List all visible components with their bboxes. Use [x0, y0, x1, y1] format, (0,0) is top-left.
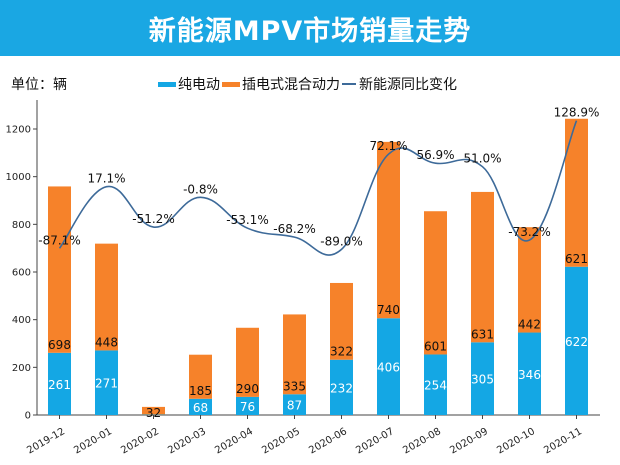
bar-phev — [189, 354, 212, 399]
bar-phev — [48, 186, 71, 353]
bar-label-ev: 254 — [424, 379, 447, 393]
bar-phev — [377, 141, 400, 319]
bar-ev — [283, 394, 306, 415]
bar-label-ev: 76 — [240, 400, 255, 414]
bar-label-ev: 261 — [48, 378, 71, 392]
bar-ev — [189, 398, 212, 415]
bar-phev — [142, 406, 165, 415]
bar-label-phev: 601 — [424, 339, 447, 353]
unit-label: 单位：辆 — [11, 77, 67, 93]
bar-label-ev: 622 — [565, 335, 588, 349]
yoy-label: 128.9% — [554, 106, 600, 120]
y-tick-label: 0 — [25, 411, 31, 422]
bar-label-ev: 346 — [518, 368, 541, 382]
bar-label-phev: 185 — [189, 384, 212, 398]
x-tick-label: 2020-03 — [166, 426, 208, 456]
yoy-line-layer — [58, 120, 578, 256]
bar-ev — [424, 354, 447, 415]
bar-phev — [95, 243, 118, 351]
legend-label-yoy: 新能源同比变化 — [359, 77, 457, 93]
x-tick-label: 2020-09 — [448, 426, 490, 456]
title-banner: 新能源MPV市场销量走势 — [0, 0, 620, 56]
x-tick-label: 2020-06 — [307, 426, 349, 456]
yoy-label: 51.0% — [463, 152, 501, 166]
legend-swatch-yoy — [342, 83, 356, 85]
bar-label-ev: 271 — [95, 377, 118, 391]
x-tick-label: 2020-05 — [260, 426, 302, 456]
legend-swatch-phev — [222, 81, 240, 87]
labels: 261 698 271 448 32 68 185 76 290 87 335 232 322 406 74… — [38, 106, 599, 420]
legend-label-phev: 插电式混合动力 — [242, 77, 340, 93]
yoy-label: -87.1% — [38, 233, 80, 247]
legend-item-phev: 插电式混合动力 — [222, 74, 340, 94]
bar-label-ev: 305 — [471, 373, 494, 387]
bar-label-phev: 290 — [236, 382, 259, 396]
y-tick-label: 200 — [12, 363, 31, 374]
bar-label-ev: 406 — [377, 361, 400, 375]
legend-item-yoy: 新能源同比变化 — [342, 74, 457, 94]
bar-label-ev: 87 — [287, 399, 302, 413]
y-tick-label: 800 — [12, 220, 31, 231]
bar-label-phev: 698 — [48, 338, 71, 352]
yoy-label: -53.1% — [226, 213, 268, 227]
bar-label-phev: 335 — [283, 379, 306, 393]
yoy-line — [58, 120, 578, 256]
yoy-label: -73.2% — [508, 225, 550, 239]
bar-ev — [565, 266, 588, 415]
yoy-label: -51.2% — [132, 212, 174, 226]
bar-phev — [565, 118, 588, 267]
legend-item-ev: 纯电动 — [158, 74, 220, 94]
x-tick-label: 2019-12 — [25, 426, 67, 456]
x-tick-label: 2020-04 — [213, 426, 255, 456]
bar-ev — [471, 342, 494, 415]
bar-ev — [48, 352, 71, 415]
bar-ev — [377, 318, 400, 415]
bar-label-phev: 631 — [471, 327, 494, 341]
yoy-label: -0.8% — [183, 182, 218, 196]
bar-ev — [330, 359, 353, 415]
yoy-label: 72.1% — [369, 139, 407, 153]
yoy-label: -89.0% — [320, 234, 362, 248]
bar-label-phev: 322 — [330, 345, 353, 359]
y-tick-label: 400 — [12, 315, 31, 326]
bar-label-phev: 740 — [377, 303, 400, 317]
bar-ev — [518, 332, 541, 415]
bar-label-ev: 68 — [193, 401, 208, 415]
bars — [48, 118, 588, 415]
bar-phev — [424, 211, 447, 355]
x-tick-label: 2020-02 — [119, 426, 161, 456]
x-tick-label: 2020-11 — [542, 426, 584, 456]
yoy-label: 56.9% — [416, 148, 454, 162]
bar-label-phev: 442 — [518, 318, 541, 332]
legend-label-ev: 纯电动 — [178, 77, 220, 93]
yoy-label: -68.2% — [273, 222, 315, 236]
bar-phev — [283, 314, 306, 395]
bar-phev — [471, 191, 494, 343]
bar-label-ev: 232 — [330, 381, 353, 395]
bar-ev — [95, 350, 118, 415]
x-tick-label: 2020-01 — [72, 426, 114, 456]
bar-ev — [236, 396, 259, 415]
bar-phev — [330, 282, 353, 360]
chart-title: 新能源MPV市场销量走势 — [148, 15, 472, 47]
x-tick-label: 2020-08 — [401, 426, 443, 456]
bar-label-phev: 448 — [95, 335, 118, 349]
x-tick-label: 2020-10 — [495, 426, 537, 456]
bar-label-phev: 32 — [146, 406, 161, 420]
bar-phev — [236, 327, 259, 397]
bar-phev — [518, 227, 541, 333]
y-tick-label: 1000 — [6, 172, 31, 183]
legend: 纯电动 插电式混合动力 新能源同比变化 — [158, 74, 459, 94]
bar-label-phev: 621 — [565, 252, 588, 266]
legend-swatch-ev — [158, 81, 176, 87]
y-tick-label: 1200 — [6, 125, 31, 136]
yoy-label: 17.1% — [87, 172, 125, 186]
y-tick-label: 600 — [12, 268, 31, 279]
x-tick-label: 2020-07 — [354, 426, 396, 456]
